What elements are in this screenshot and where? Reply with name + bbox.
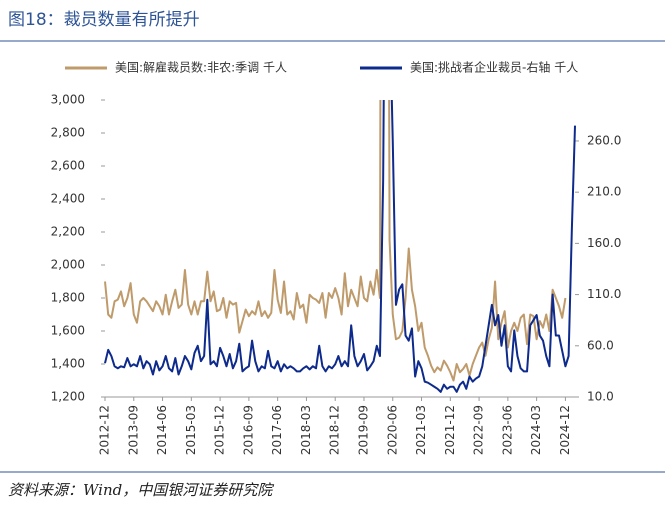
- x-tick-label: 2020-06: [385, 405, 399, 455]
- x-tick-label: 2024-12: [558, 405, 572, 455]
- y2-tick-label: 10.0: [587, 390, 614, 404]
- series-line: [104, 100, 567, 382]
- x-tick-label: 2015-03: [184, 405, 198, 455]
- x-tick-label: 2023-06: [500, 405, 514, 455]
- x-tick-label: 2018-12: [328, 405, 342, 455]
- chart-title: 图18：裁员数量有所提升: [8, 10, 200, 30]
- y-tick-label: 2,600: [51, 159, 85, 173]
- y2-tick-label: 210.0: [587, 185, 621, 199]
- y-tick-label: 1,600: [51, 324, 85, 338]
- series-line: [104, 100, 576, 393]
- x-tick-label: 2019-09: [356, 405, 370, 455]
- y-tick-label: 1,800: [51, 291, 85, 305]
- y-tick-label: 2,400: [51, 192, 85, 206]
- y-tick-label: 2,200: [51, 225, 85, 239]
- plot-area: [104, 100, 576, 393]
- y2-tick-label: 160.0: [587, 236, 621, 250]
- x-tick-label: 2015-12: [213, 405, 227, 455]
- y2-tick-label: 60.0: [587, 338, 614, 352]
- y-tick-label: 2,800: [51, 126, 85, 140]
- legend-label: 美国:解雇裁员数:非农:季调 千人: [115, 60, 287, 75]
- y2-tick-label: 110.0: [587, 287, 621, 301]
- x-tick-label: 2024-03: [529, 405, 543, 455]
- x-tick-label: 2012-12: [98, 405, 112, 455]
- x-tick-label: 2017-06: [270, 405, 284, 455]
- source: 资料来源：Wind，中国银河证券研究院: [8, 481, 274, 499]
- y-tick-label: 2,000: [51, 258, 85, 272]
- y-tick-label: 1,400: [51, 357, 85, 371]
- x-tick-label: 2022-09: [472, 405, 486, 455]
- x-tick-label: 2013-09: [126, 405, 140, 455]
- legend-label: 美国:挑战者企业裁员-右轴 千人: [410, 60, 578, 75]
- x-tick-label: 2018-03: [299, 405, 313, 455]
- y-tick-label: 1,200: [51, 390, 85, 404]
- y-tick-label: 3,000: [51, 93, 85, 107]
- x-tick-label: 2021-12: [443, 405, 457, 455]
- x-tick-label: 2014-06: [155, 405, 169, 455]
- x-tick-label: 2016-09: [241, 405, 255, 455]
- y2-tick-label: 260.0: [587, 133, 621, 147]
- x-tick-label: 2021-03: [414, 405, 428, 455]
